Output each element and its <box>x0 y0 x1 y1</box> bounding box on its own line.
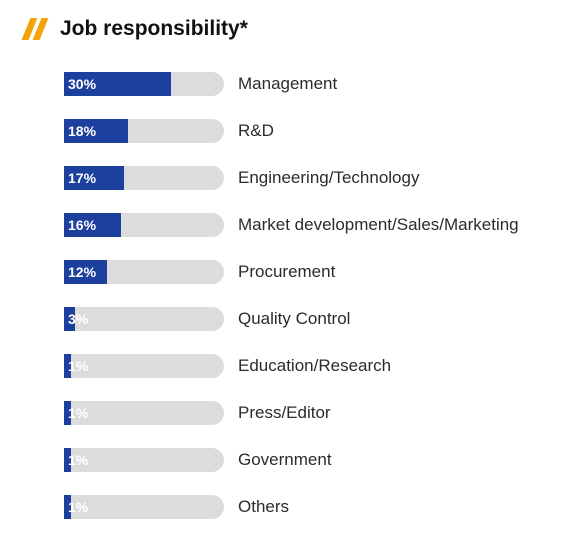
bar-track: 12% <box>64 260 224 284</box>
bar-value-label: 1% <box>68 448 88 472</box>
bar-row: 17% Engineering/Technology <box>64 166 574 190</box>
category-label: R&D <box>238 119 274 143</box>
category-label: Press/Editor <box>238 401 331 425</box>
bar-track: 1% <box>64 495 224 519</box>
category-label: Engineering/Technology <box>238 166 419 190</box>
bar-track: 17% <box>64 166 224 190</box>
bar-value-label: 17% <box>68 166 96 190</box>
bar-row: 30% Management <box>64 72 574 96</box>
bar-track: 3% <box>64 307 224 331</box>
bar-value-label: 1% <box>68 495 88 519</box>
category-label: Others <box>238 495 289 519</box>
bar-value-label: 16% <box>68 213 96 237</box>
bar-row: 16% Market development/Sales/Marketing <box>64 213 574 237</box>
bar-value-label: 18% <box>68 119 96 143</box>
bar-value-label: 1% <box>68 401 88 425</box>
bar-row: 1% Government <box>64 448 574 472</box>
category-label: Procurement <box>238 260 335 284</box>
bar-row: 3% Quality Control <box>64 307 574 331</box>
bar-value-label: 30% <box>68 72 96 96</box>
bar-row: 1% Press/Editor <box>64 401 574 425</box>
bar-track: 1% <box>64 401 224 425</box>
bar-row: 1% Education/Research <box>64 354 574 378</box>
bar-track: 18% <box>64 119 224 143</box>
bar-value-label: 12% <box>68 260 96 284</box>
category-label: Quality Control <box>238 307 350 331</box>
bar-track: 16% <box>64 213 224 237</box>
chart-header: Job responsibility* <box>22 12 248 46</box>
category-label: Government <box>238 448 332 472</box>
bar-value-label: 1% <box>68 354 88 378</box>
category-label: Market development/Sales/Marketing <box>238 213 519 237</box>
chart-title: Job responsibility* <box>60 17 248 41</box>
bar-row: 12% Procurement <box>64 260 574 284</box>
bar-value-label: 3% <box>68 307 88 331</box>
bar-track: 1% <box>64 448 224 472</box>
double-slash-icon <box>22 18 48 40</box>
category-label: Management <box>238 72 337 96</box>
bar-row: 1% Others <box>64 495 574 519</box>
bar-track: 1% <box>64 354 224 378</box>
bar-track: 30% <box>64 72 224 96</box>
category-label: Education/Research <box>238 354 391 378</box>
bar-row: 18% R&D <box>64 119 574 143</box>
